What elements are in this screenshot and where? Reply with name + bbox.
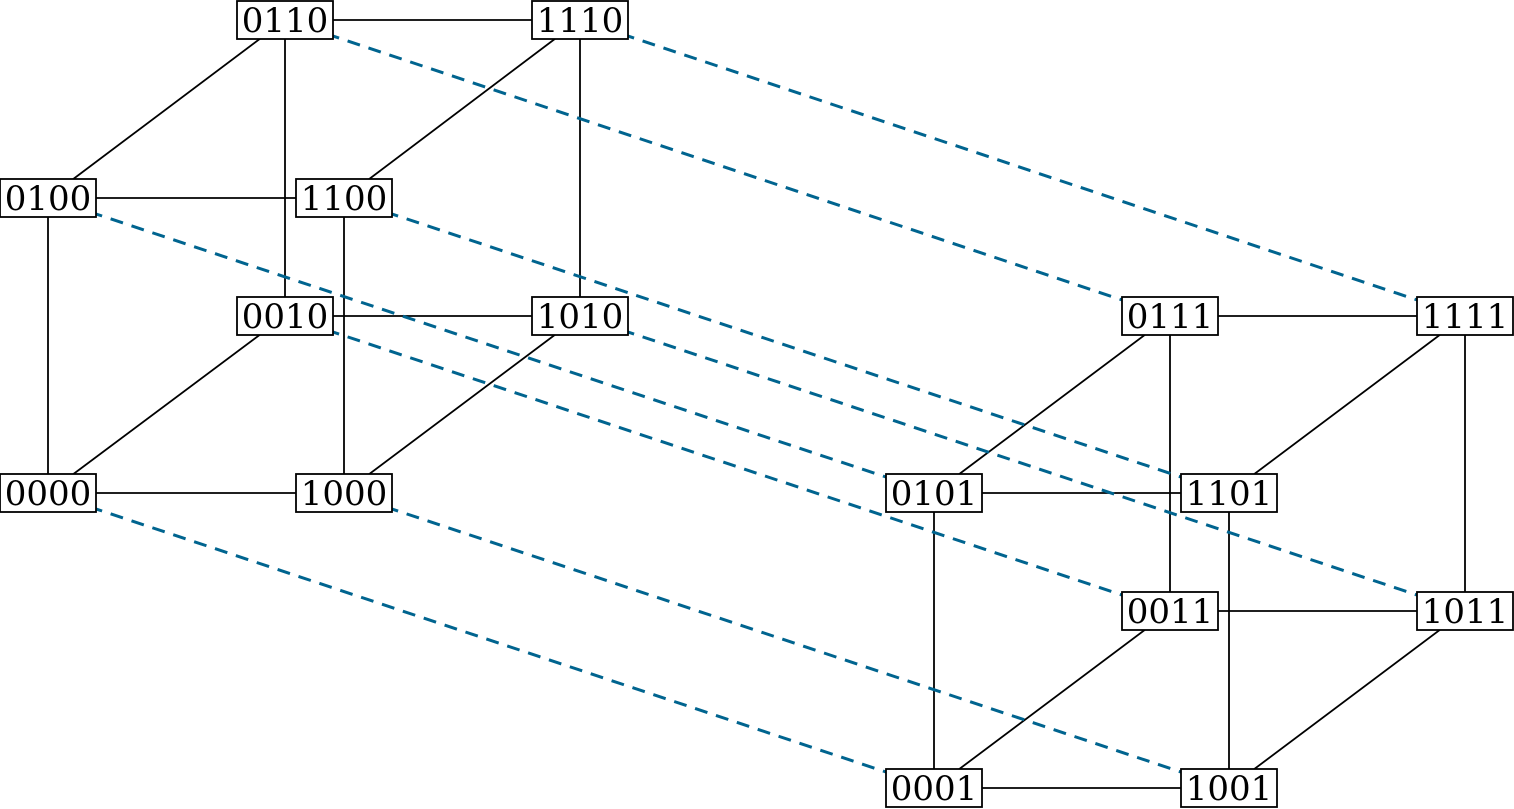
node-box <box>295 178 393 218</box>
node-label: 1100 <box>301 179 388 219</box>
edge-0000-0010 <box>47 315 286 494</box>
node-0000: 0000 <box>0 473 97 514</box>
node-1000: 1000 <box>295 473 393 514</box>
node-label: 0111 <box>1127 297 1214 337</box>
node-box <box>1180 473 1278 513</box>
dashed-edge-0010-0011 <box>284 314 1171 613</box>
node-label: 1110 <box>537 1 624 41</box>
node-1100: 1100 <box>295 178 393 219</box>
node-label: 1011 <box>1422 592 1509 632</box>
node-1010: 1010 <box>531 296 629 337</box>
node-label: 1010 <box>537 297 624 337</box>
node-box <box>236 296 334 336</box>
edge-1000-1010 <box>343 315 581 494</box>
node-box <box>531 0 629 40</box>
edge-1100-1110 <box>343 19 581 199</box>
edge-0001-0011 <box>933 610 1171 789</box>
node-1001: 1001 <box>1180 768 1278 809</box>
node-label: 0001 <box>891 769 978 809</box>
dashed-edge-1110-1111 <box>579 18 1466 318</box>
node-0101: 0101 <box>885 473 983 514</box>
node-box <box>1416 591 1514 631</box>
dashed-edge-1010-1011 <box>579 314 1466 613</box>
node-box <box>0 178 97 218</box>
node-box <box>1121 296 1219 336</box>
node-label: 1111 <box>1422 297 1509 337</box>
node-box <box>885 768 983 808</box>
node-0001: 0001 <box>885 768 983 809</box>
edge-1001-1011 <box>1228 610 1466 789</box>
dashed-edge-1100-1101 <box>343 196 1230 495</box>
node-label: 1001 <box>1186 769 1273 809</box>
node-label: 0011 <box>1127 592 1214 632</box>
dashed-edge-0110-0111 <box>284 18 1171 318</box>
edges <box>47 18 1466 790</box>
node-0011: 0011 <box>1121 591 1219 632</box>
dashed-edge-0100-0101 <box>47 196 935 495</box>
node-label: 0101 <box>891 474 978 514</box>
node-1111: 1111 <box>1416 296 1514 337</box>
node-box <box>236 0 334 40</box>
node-0110: 0110 <box>236 0 334 41</box>
node-1110: 1110 <box>531 0 629 41</box>
node-label: 0110 <box>242 1 329 41</box>
node-box <box>1416 296 1514 336</box>
node-box <box>1121 591 1219 631</box>
edge-0100-0110 <box>47 19 286 199</box>
node-box <box>1180 768 1278 808</box>
node-box <box>885 473 983 513</box>
node-box <box>531 296 629 336</box>
node-0100: 0100 <box>0 178 97 219</box>
node-0010: 0010 <box>236 296 334 337</box>
node-0111: 0111 <box>1121 296 1219 337</box>
node-label: 1000 <box>301 474 388 514</box>
node-1011: 1011 <box>1416 591 1514 632</box>
node-label: 0100 <box>5 179 92 219</box>
node-1101: 1101 <box>1180 473 1278 514</box>
node-box <box>295 473 393 513</box>
dashed-edge-1000-1001 <box>343 491 1230 790</box>
node-box <box>0 473 97 513</box>
edge-0101-0111 <box>933 315 1171 494</box>
dashed-edge-0000-0001 <box>47 491 935 790</box>
edge-1101-1111 <box>1228 315 1466 494</box>
node-label: 1101 <box>1186 474 1273 514</box>
node-label: 0010 <box>242 297 329 337</box>
node-label: 0000 <box>5 474 92 514</box>
